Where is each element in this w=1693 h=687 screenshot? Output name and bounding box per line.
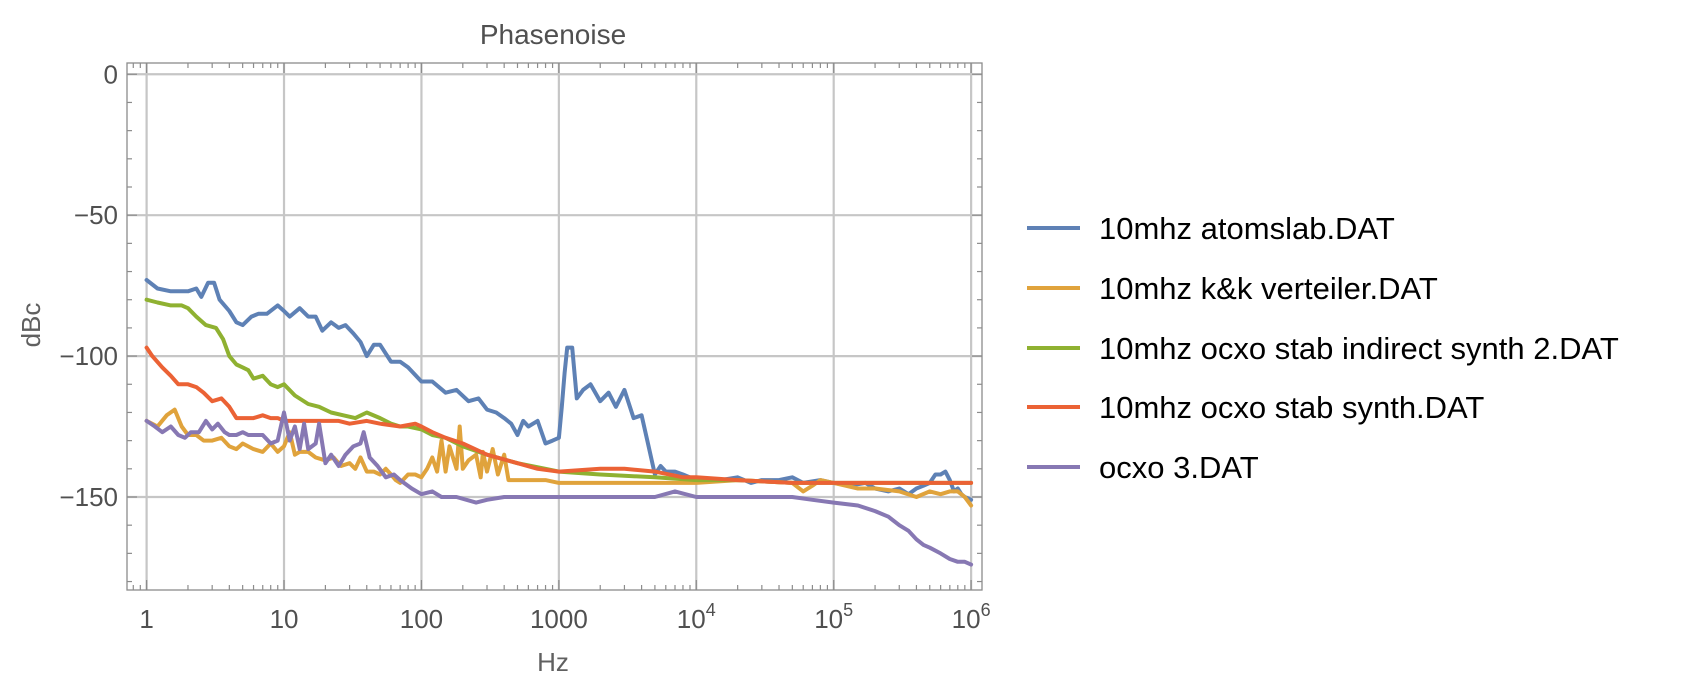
- x-tick-label: 106: [952, 600, 991, 634]
- legend-entry: 10mhz ocxo stab indirect synth 2.DAT: [1099, 331, 1619, 366]
- y-axis-label: dBc: [16, 303, 46, 348]
- series-line: [144, 410, 974, 567]
- chart-title: Phasenoise: [480, 19, 626, 50]
- series-lines: [144, 278, 974, 567]
- grid-lines: [127, 63, 982, 590]
- y-tick-label: −150: [59, 482, 118, 512]
- y-tick-label: −50: [74, 200, 118, 230]
- x-tick-label: 1000: [530, 604, 588, 634]
- x-tick-label: 104: [677, 600, 716, 634]
- x-tick-label: 1: [139, 604, 153, 634]
- y-tick-labels: 0 −50 −100 −150: [59, 59, 118, 512]
- legend-entry: 10mhz ocxo stab synth.DAT: [1099, 390, 1484, 425]
- series-line: [144, 297, 974, 485]
- x-tick-labels: 1 10 100 1000 104 105 106: [139, 600, 990, 634]
- legend: 10mhz atomslab.DAT 10mhz k&k verteiler.DA…: [1027, 211, 1619, 485]
- x-tick-label: 100: [400, 604, 443, 634]
- series-line: [144, 407, 974, 508]
- x-axis-label: Hz: [537, 647, 569, 677]
- legend-entry: 10mhz k&k verteiler.DAT: [1099, 271, 1438, 306]
- plot-frame: [126, 62, 983, 591]
- legend-entry: ocxo 3.DAT: [1099, 450, 1259, 485]
- minor-ticks: [127, 63, 982, 590]
- x-tick-label: 10: [270, 604, 299, 634]
- y-tick-label: 0: [104, 59, 118, 89]
- legend-entry: 10mhz atomslab.DAT: [1099, 211, 1395, 246]
- series-line: [144, 345, 974, 485]
- y-tick-label: −100: [59, 341, 118, 371]
- x-tick-label: 105: [814, 600, 853, 634]
